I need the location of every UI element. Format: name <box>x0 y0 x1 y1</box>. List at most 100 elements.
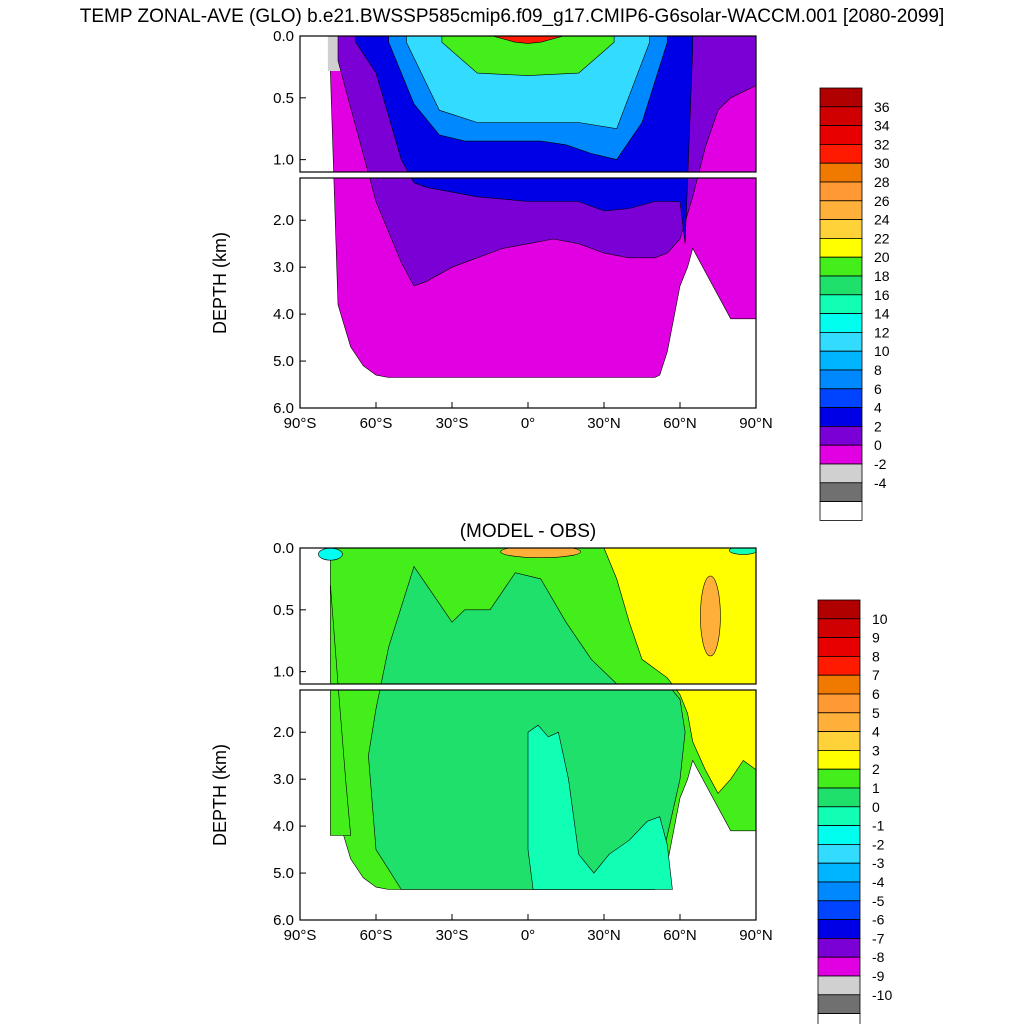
colorbar-swatch <box>817 881 861 902</box>
axes-panel-2: 0.0 0.5 1.0 2.0 3.0 4.0 5.0 6.090°S 60°S 30°S 0° 30… <box>210 540 773 944</box>
colorbar-label: -4 <box>874 475 887 491</box>
colorbar-swatch <box>819 425 863 446</box>
colorbar-swatch <box>819 87 863 108</box>
colorbar-label: 3 <box>872 742 880 758</box>
colorbar-swatch <box>819 237 863 258</box>
colorbar-swatch <box>817 712 861 732</box>
band-3-4-surface <box>500 548 581 559</box>
colorbar-label: -4 <box>872 874 885 890</box>
band-3-4-north <box>700 575 721 657</box>
colorbar-label: 8 <box>874 362 882 378</box>
upper-frame <box>299 547 757 685</box>
colorbar-label: 9 <box>872 630 880 646</box>
colorbar-swatch <box>819 256 863 277</box>
colorbar-label: 18 <box>874 268 890 284</box>
colorbar-label: -3 <box>872 855 885 871</box>
colorbar-label: -6 <box>872 912 885 928</box>
temperature-field <box>327 36 756 378</box>
colorbar-swatch <box>819 331 863 352</box>
colorbar-swatch <box>819 501 863 521</box>
colorbar-swatch <box>817 806 861 826</box>
y-tick-label: 5.0 <box>273 865 294 882</box>
colorbar-label: -7 <box>872 930 885 946</box>
colorbar-swatch <box>819 106 863 127</box>
colorbar-swatch <box>819 162 863 183</box>
colorbar-swatch <box>817 693 861 714</box>
colorbar-label: 28 <box>874 174 890 190</box>
colorbar-label: 32 <box>874 136 890 152</box>
y-tick-label: 2.0 <box>273 212 294 229</box>
y-tick-label: 4.0 <box>273 818 294 835</box>
y-tick-label: 0.0 <box>273 28 294 45</box>
y-tick-label: 3.0 <box>273 771 294 788</box>
colorbar-swatch <box>819 313 863 333</box>
colorbar-swatch <box>817 731 861 751</box>
x-tick-label: 90°S <box>284 415 317 432</box>
colorbar-swatch <box>817 618 861 638</box>
colorbar-label: 1 <box>872 780 880 796</box>
y-tick-label: 1.0 <box>273 152 294 169</box>
colorbar-swatch <box>817 656 861 676</box>
colorbar-label: 5 <box>872 705 880 721</box>
colorbar-label: 7 <box>872 667 880 683</box>
x-tick-label: 30°N <box>587 415 621 432</box>
colorbar-label: 6 <box>872 686 880 702</box>
y-tick-label: 5.0 <box>273 353 294 370</box>
upper-frame <box>299 35 757 173</box>
colorbar-swatch <box>819 444 863 465</box>
x-tick-label: 60°S <box>360 415 393 432</box>
colorbar-swatch <box>817 956 861 977</box>
y-tick-label: 6.0 <box>273 912 294 929</box>
x-tick-label: 30°S <box>436 415 469 432</box>
band-16-20 <box>441 36 615 76</box>
colorbar-label: 2 <box>872 761 880 777</box>
band-neg1-0 <box>527 724 673 890</box>
x-tick-label: 30°N <box>587 927 621 944</box>
colorbar-label: 36 <box>874 99 890 115</box>
colorbar-label: 4 <box>874 400 882 416</box>
colorbar-label: 10 <box>872 611 888 627</box>
y-tick-label: 4.0 <box>273 306 294 323</box>
colorbar-swatch <box>819 143 863 164</box>
y-tick-label: 6.0 <box>273 400 294 417</box>
x-tick-label: 90°N <box>739 415 773 432</box>
colorbar-swatch <box>819 219 863 239</box>
colorbar-swatch <box>817 674 861 695</box>
x-tick-label: 60°N <box>663 927 697 944</box>
figure-title: TEMP ZONAL-AVE (GLO) b.e21.BWSSP585cmip6… <box>79 6 945 27</box>
band-28-32 <box>492 36 564 44</box>
x-tick-label: 60°S <box>360 927 393 944</box>
colorbar-swatch <box>817 919 861 939</box>
colorbar-swatch <box>817 768 861 789</box>
colorbar-swatch <box>817 599 861 620</box>
colorbar-swatch <box>819 275 863 296</box>
band-neg-surface-south <box>318 548 343 561</box>
colorbar-swatch <box>817 994 861 1014</box>
colorbar-label: 10 <box>874 343 890 359</box>
colorbar-swatch <box>819 181 863 202</box>
y-axis-label: DEPTH (km) <box>210 232 230 334</box>
colorbar-label: -2 <box>874 456 887 472</box>
colorbar-swatch <box>817 787 861 808</box>
colorbar-swatch <box>819 463 863 484</box>
difference-field <box>318 548 756 890</box>
band-1-2-south <box>330 585 352 836</box>
y-tick-label: 1.0 <box>273 664 294 681</box>
colorbar-swatch <box>819 125 863 145</box>
colorbar-swatch <box>817 975 861 996</box>
colorbar-swatch <box>817 900 861 920</box>
colorbar-label: 0 <box>874 437 882 453</box>
colorbar-swatch <box>819 369 863 390</box>
colorbar-label: 20 <box>874 249 890 265</box>
colorbar-swatch <box>817 750 861 770</box>
colorbar-label: 30 <box>874 155 890 171</box>
x-tick-label: 30°S <box>436 927 469 944</box>
colorbar-label: 2 <box>874 418 882 434</box>
x-tick-label: 0° <box>521 415 535 432</box>
x-tick-label: 60°N <box>663 415 697 432</box>
colorbar-swatch <box>819 388 863 408</box>
x-tick-label: 0° <box>521 927 535 944</box>
